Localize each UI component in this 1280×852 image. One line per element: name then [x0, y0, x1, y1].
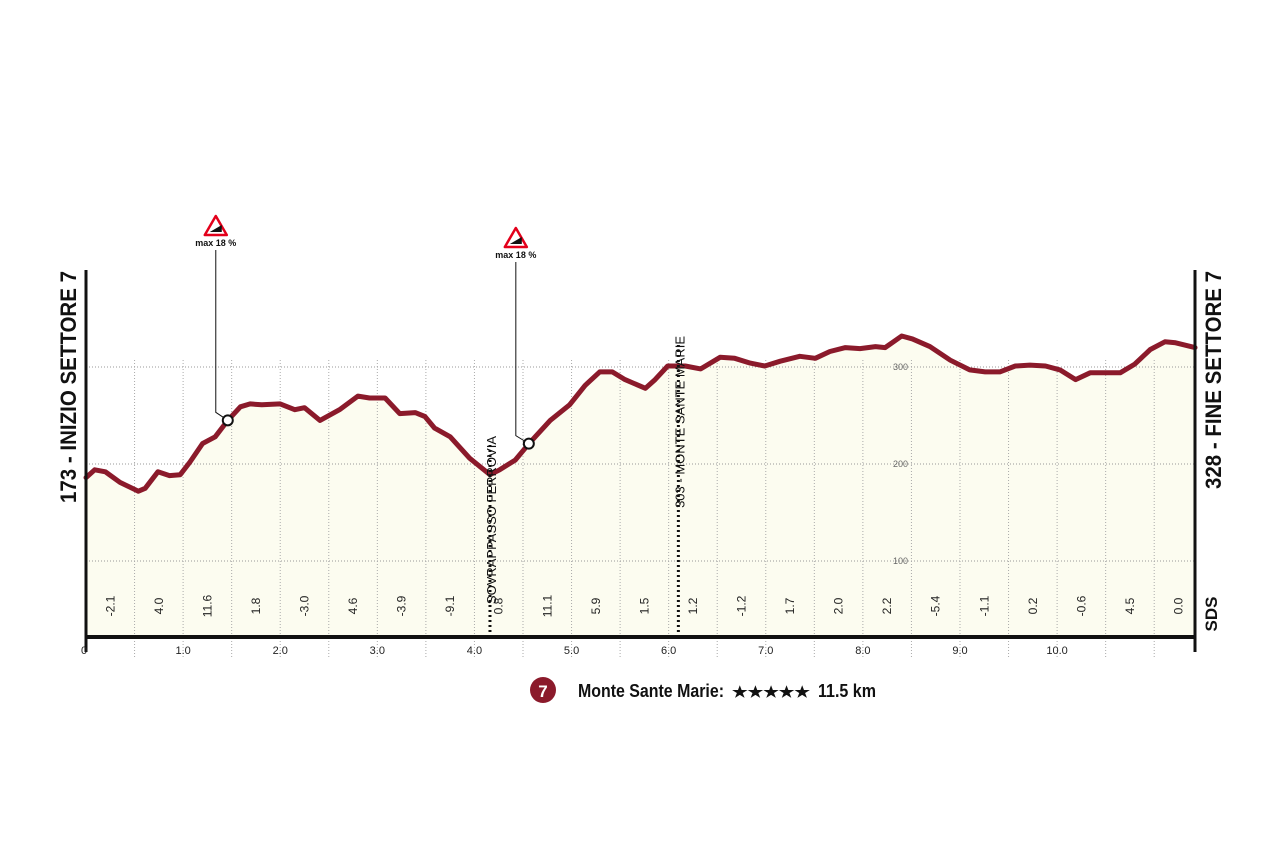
end-label: 328 - FINE SETTORE 7	[1201, 271, 1226, 489]
x-tick-label: 9.0	[952, 645, 967, 657]
sector-number: 7	[538, 682, 547, 701]
segment-gradient-label: -9.1	[443, 595, 457, 616]
x-tick-label: 4.0	[467, 645, 482, 657]
sector-badge	[530, 677, 556, 703]
segment-gradient-label: 4.0	[152, 597, 166, 614]
start-label: 173 - INIZIO SETTORE 7	[56, 271, 81, 503]
plot-area: 100 200 300 -2.1 4.0 11.6 1.8 -3.0 4.6 -3.9 -9.1 0.…	[81, 214, 1198, 657]
segment-gradient-label: 1.2	[686, 597, 700, 614]
x-tick-label: 10.0	[1046, 645, 1067, 657]
difficulty-stars: ★★★★★	[732, 684, 811, 701]
sector-length: 11.5 km	[818, 681, 876, 701]
segment-gradient-label: -3.0	[297, 595, 311, 616]
steep-climb-warning-icon	[203, 214, 229, 237]
climb-point-marker	[522, 437, 535, 450]
climb-leader-line	[215, 250, 229, 421]
profile-line	[83, 333, 1198, 494]
slope-glyph	[509, 237, 522, 244]
x-tick-label: 8.0	[855, 645, 870, 657]
x-tick-label: 5.0	[564, 645, 579, 657]
climb-max-gradient-label: max 18 %	[195, 238, 236, 248]
x-tick-label: 2.0	[273, 645, 288, 657]
segment-gradient-label: 2.2	[880, 597, 894, 614]
segment-gradient-label: 4.6	[346, 597, 360, 614]
y-tick-label: 200	[893, 459, 908, 469]
y-tick-label: 300	[893, 362, 908, 372]
steep-climb-warning-icon	[503, 226, 529, 249]
segment-gradient-label: 4.5	[1123, 597, 1137, 614]
x-tick-label: 1.0	[175, 645, 190, 657]
profile-fill	[86, 336, 1195, 637]
segment-gradient-label: 11.1	[540, 594, 554, 617]
slope-glyph	[209, 225, 222, 232]
x-tick-label: 0	[81, 645, 87, 657]
segment-gradient-label: 0.0	[1171, 597, 1185, 614]
sds-logo: SDS	[1202, 597, 1221, 632]
poi-label: SOVRAPPASSO FERROVIA	[484, 436, 499, 604]
segment-gradient-label: 2.0	[832, 597, 846, 614]
segment-gradient-label: -5.4	[929, 595, 943, 616]
segment-gradient-label: 5.9	[589, 597, 603, 614]
segment-gradient-label: -2.1	[103, 595, 117, 616]
segment-gradient-label: 11.6	[200, 594, 214, 617]
y-tick-label: 100	[893, 556, 908, 566]
segment-gradient-label: 0.8	[492, 597, 506, 614]
poi-label: 303 - MONTE SANTE MARIE	[672, 336, 687, 508]
segment-gradient-label: -1.1	[977, 595, 991, 616]
x-tick-label: 3.0	[370, 645, 385, 657]
segment-gradient-label: -0.6	[1074, 595, 1088, 616]
segment-gradient-label: 0.2	[1026, 597, 1040, 614]
x-tick-label: 7.0	[758, 645, 773, 657]
climb-max-gradient-label: max 18 %	[495, 250, 536, 260]
warning-triangle	[203, 214, 229, 237]
sector-name: Monte Sante Marie:	[578, 681, 724, 701]
segment-gradient-label: -1.2	[734, 595, 748, 616]
segment-gradient-label: 1.7	[783, 597, 797, 614]
segment-gradient-label: -3.9	[395, 595, 409, 616]
climb-point-marker	[221, 414, 234, 427]
warning-triangle	[503, 226, 529, 249]
segment-gradient-label: 1.5	[637, 597, 651, 614]
x-tick-label: 6.0	[661, 645, 676, 657]
sector-footer: 7 Monte Sante Marie: ★★★★★ 11.5 km	[530, 677, 876, 703]
segment-gradient-label: 1.8	[249, 597, 263, 614]
climb-leader-line	[515, 262, 530, 445]
